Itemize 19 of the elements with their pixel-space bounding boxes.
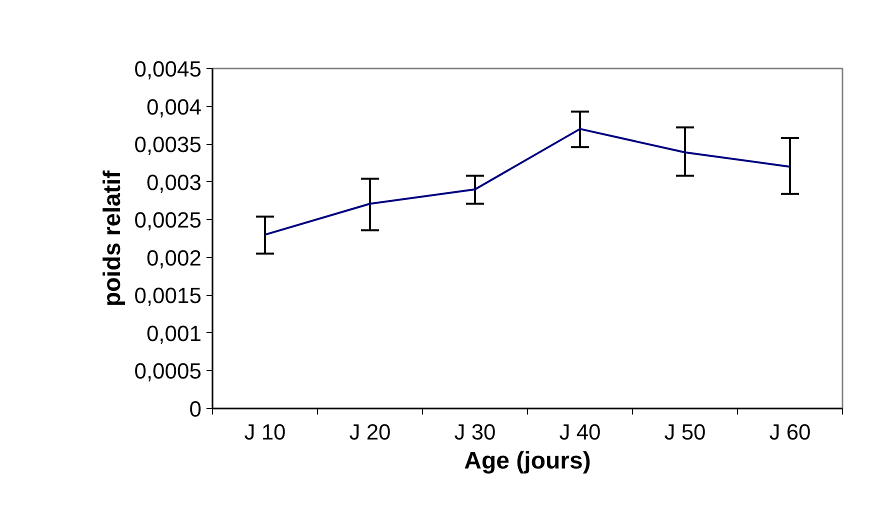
x-tick-label: J 30 xyxy=(454,420,496,444)
y-tick-label: 0,0035 xyxy=(134,132,202,158)
y-tick-label: 0,003 xyxy=(146,170,202,195)
x-tick-label: J 10 xyxy=(244,420,286,444)
x-tick-label: J 60 xyxy=(769,420,811,444)
y-tick-label: 0 xyxy=(189,396,202,422)
y-tick-label: 0,0025 xyxy=(134,208,202,233)
y-tick-label: 0,0045 xyxy=(134,56,202,82)
y-tick-label: 0,0015 xyxy=(134,283,202,308)
y-tick-label: 0,004 xyxy=(146,94,202,120)
x-axis-title: Age (jours) xyxy=(464,448,591,474)
y-tick-label: 0,0005 xyxy=(134,358,202,384)
y-tick-label: 0,001 xyxy=(146,320,202,346)
x-tick-label: J 20 xyxy=(349,420,391,444)
y-axis-title: poids relatif xyxy=(99,169,126,307)
y-tick-label: 0,002 xyxy=(146,245,202,270)
x-tick-label: J 50 xyxy=(664,420,706,444)
line-series xyxy=(264,128,791,236)
x-tick-label: J 40 xyxy=(559,420,601,444)
